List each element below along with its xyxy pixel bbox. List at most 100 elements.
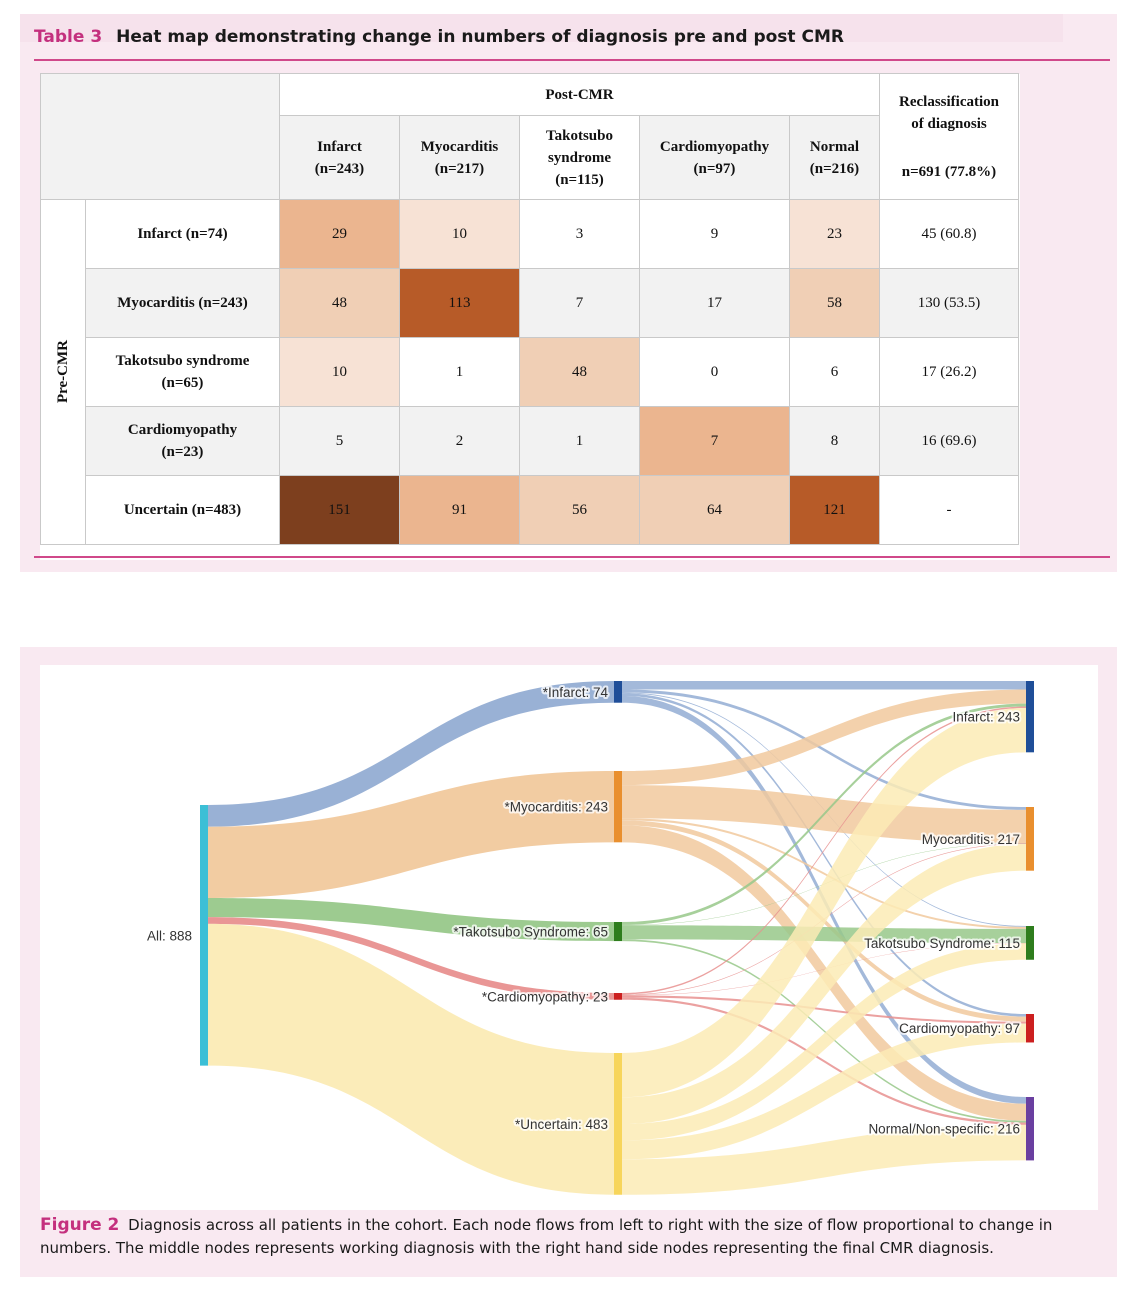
column-header-4: Normal (n=216) (789, 115, 880, 200)
node-label: *Uncertain: 483 (515, 1117, 608, 1132)
heat-cell: 17 (639, 268, 790, 338)
row-header: Takotsubo syndrome (n=65) (85, 337, 280, 407)
table-panel: Table 3 Heat map demonstrating change in … (20, 14, 1117, 572)
flow-middle-to-final (622, 689, 1026, 786)
table-corner-cell (40, 73, 280, 200)
node-label-halo: *Takotsubo Syndrome: 65 (453, 925, 608, 940)
column-header-line: (n=217) (434, 160, 485, 177)
node-label: Cardiomyopathy: 97 (899, 1021, 1020, 1036)
table-row: Myocarditis (n=243) 48 113 7 17 58 130 (53.5) (41, 268, 1019, 338)
node-label: *Cardiomyopathy: 23 (482, 989, 608, 1004)
row-header-line: Myocarditis (n=243) (117, 295, 248, 311)
table-row: Pre-CMR Infarct (n=74) 29 10 3 9 23 45 (60.8) (40, 199, 1019, 545)
node-final (1026, 1014, 1034, 1043)
heat-cell: 7 (519, 268, 640, 338)
flow-middle-to-final (622, 995, 1026, 1024)
heat-cell: 121 (789, 475, 880, 545)
table-row: Uncertain (n=483) 151 91 56 64 121- (41, 475, 1019, 545)
figure-panel: All: 888 *Infarct: 74 *Infarct: 74 *Myocard… (20, 647, 1117, 1277)
node-label: *Takotsubo Syndrome: 65 (453, 925, 608, 940)
node-all (200, 805, 208, 1066)
row-header-line: (n=65) (161, 375, 204, 391)
node-label: All: 888 (147, 928, 192, 943)
flow-middle-to-final (622, 925, 1026, 944)
flow-middle-to-final (622, 689, 1026, 810)
heat-map-table: Post-CMR Reclassification of diagnosis n… (40, 73, 1019, 545)
node-middle (614, 993, 622, 1000)
heat-cell: 0 (639, 337, 790, 407)
heat-cell: 64 (639, 475, 790, 545)
node-final (1026, 1097, 1034, 1161)
row-header: Cardiomyopathy (n=23) (85, 406, 280, 476)
heat-cell: 48 (279, 268, 400, 338)
pre-cmr-header-cell: Pre-CMR (40, 199, 86, 545)
node-label-halo: *Uncertain: 483 (515, 1117, 608, 1132)
node-label-halo: Infarct: 243 (952, 710, 1020, 725)
flow-middle-to-final (622, 939, 1026, 1123)
row-header: Uncertain (n=483) (85, 475, 280, 545)
table-label: Table 3 (34, 27, 103, 47)
flow-source-to-middle (208, 917, 614, 1000)
column-header-2: Takotsubo syndrome (n=115) (519, 115, 640, 200)
flow-middle-to-final (622, 997, 1026, 1125)
heat-cell: 3 (519, 199, 640, 269)
heat-cell: 151 (279, 475, 400, 545)
node-label-halo: *Cardiomyopathy: 23 (482, 989, 608, 1004)
heat-cell: 10 (279, 337, 400, 407)
heat-cell: 23 (789, 199, 880, 269)
figure-caption: Figure 2 Diagnosis across all patients i… (40, 1214, 1110, 1260)
flow-middle-to-final (622, 681, 1026, 690)
heat-cell: 113 (399, 268, 520, 338)
row-header-line: Takotsubo syndrome (115, 353, 250, 369)
reclass-total: n=691 (77.8%) (901, 163, 997, 180)
pre-cmr-header: Pre-CMR (55, 340, 71, 404)
flow-source-to-middle (208, 771, 614, 899)
table-row: Takotsubo syndrome (n=65) 10 1 48 0 6 17 (26.2) (41, 337, 1019, 407)
node-middle (614, 771, 622, 843)
table-body: Pre-CMR Infarct (n=74) 29 10 3 9 23 45 (60.8) My… (40, 199, 1019, 545)
heat-cell: 5 (279, 406, 400, 476)
node-label: Normal/Non-specific: 216 (868, 1122, 1020, 1137)
column-header-line: Cardiomyopathy (659, 138, 770, 155)
flow-source-to-middle (208, 923, 614, 1195)
flow-middle-to-final (622, 706, 1026, 995)
row-header-line: (n=23) (161, 444, 204, 460)
heat-cell: 1 (519, 406, 640, 476)
node-label-halo: Myocarditis: 217 (922, 832, 1020, 847)
reclassification-header: Reclassification of diagnosis n=691 (77.… (879, 73, 1019, 200)
column-header-line: syndrome (547, 149, 612, 166)
flow-source-to-middle (208, 681, 614, 827)
heat-cell: 7 (639, 406, 790, 476)
flow-source-to-middle (208, 898, 614, 942)
table-caption: Table 3 Heat map demonstrating change in … (34, 27, 844, 47)
row-header-line: Infarct (n=74) (137, 226, 228, 242)
node-final (1026, 681, 1034, 753)
flow-middle-to-final (622, 943, 1026, 1141)
reclassification-cell: 16 (69.6) (879, 406, 1019, 476)
flow-middle-to-final (622, 1124, 1026, 1195)
column-header-1: Myocarditis (n=217) (399, 115, 520, 200)
post-cmr-header: Post-CMR (279, 73, 880, 116)
row-header-line: Uncertain (n=483) (123, 502, 242, 518)
heat-cell: 1 (399, 337, 520, 407)
table-top-rule (34, 59, 1110, 61)
flow-middle-to-final (622, 693, 1026, 1017)
row-header: Myocarditis (n=243) (85, 268, 280, 338)
flow-middle-to-final (622, 1023, 1026, 1160)
column-header-line: Infarct (317, 138, 362, 155)
node-middle (614, 681, 622, 703)
column-header-line: Normal (809, 138, 860, 155)
figure-label: Figure 2 (40, 1215, 120, 1235)
flow-middle-to-final (622, 703, 1026, 925)
flow-middle-to-final (622, 843, 1026, 1125)
node-label-halo: Normal/Non-specific: 216 (868, 1122, 1020, 1137)
column-header-row: Infarct (n=243) Myocarditis (n=217) Takotsub… (41, 115, 1019, 200)
sankey-canvas: All: 888 *Infarct: 74 *Infarct: 74 *Myocard… (40, 665, 1098, 1210)
node-label: Takotsubo Syndrome: 115 (864, 936, 1020, 951)
heat-cell: 56 (519, 475, 640, 545)
reclassification-cell: 130 (53.5) (879, 268, 1019, 338)
reclassification-cell: 45 (60.8) (879, 199, 1019, 269)
reclass-header-line1: Reclassification (899, 93, 999, 110)
heat-cell: 48 (519, 337, 640, 407)
node-label-halo: *Infarct: 74 (543, 685, 609, 700)
